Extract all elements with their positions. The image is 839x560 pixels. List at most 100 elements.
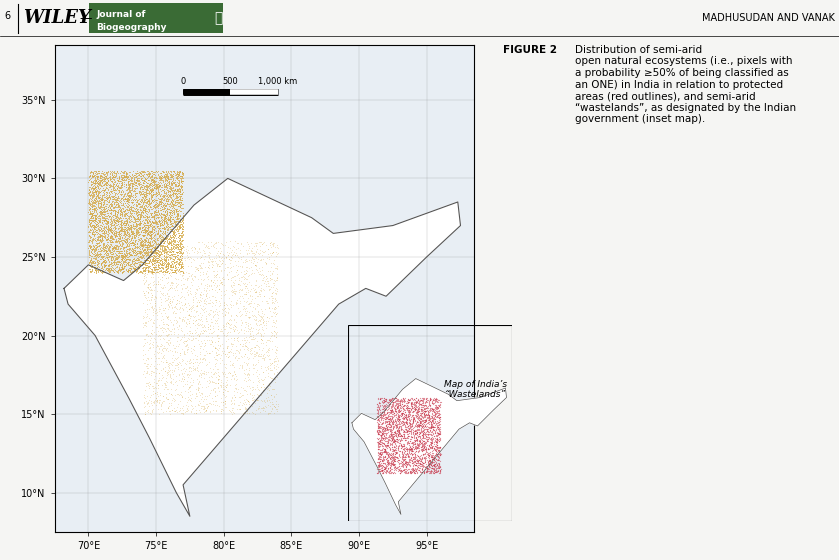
Point [257, 339, 270, 348]
Point [409, 421, 422, 430]
Point [93, 251, 107, 260]
Point [408, 428, 421, 437]
Point [166, 232, 180, 241]
Point [373, 437, 386, 446]
Point [95, 195, 108, 204]
Point [146, 198, 159, 207]
Point [241, 396, 254, 405]
Point [189, 405, 202, 414]
Point [416, 459, 430, 468]
Point [102, 228, 115, 237]
Point [159, 265, 172, 274]
Point [84, 184, 97, 193]
Point [91, 235, 105, 244]
Point [91, 209, 104, 218]
Point [142, 172, 155, 181]
Point [156, 217, 169, 226]
Point [170, 186, 184, 195]
Point [169, 230, 182, 239]
Point [404, 445, 417, 454]
Point [169, 181, 183, 190]
Point [138, 245, 151, 254]
Point [409, 459, 423, 468]
Point [169, 258, 183, 267]
Point [238, 340, 252, 349]
Point [119, 220, 133, 228]
Point [87, 205, 101, 214]
Point [145, 225, 159, 234]
Point [388, 438, 401, 447]
Point [174, 214, 187, 223]
Point [146, 223, 159, 232]
Point [398, 427, 411, 436]
Point [111, 167, 124, 176]
Point [128, 192, 142, 201]
Point [121, 257, 134, 266]
Point [182, 272, 195, 281]
Point [235, 319, 248, 328]
Point [406, 415, 420, 424]
Point [216, 368, 229, 377]
Point [118, 251, 132, 260]
Point [159, 212, 172, 221]
Point [142, 193, 155, 202]
Point [147, 190, 160, 199]
Point [110, 175, 123, 184]
Point [165, 232, 179, 241]
Point [388, 436, 401, 445]
Point [160, 259, 174, 268]
Point [262, 346, 275, 355]
Point [157, 258, 170, 267]
Point [239, 404, 253, 413]
Point [165, 196, 179, 205]
Point [245, 324, 258, 333]
Point [138, 192, 152, 200]
Point [412, 447, 425, 456]
Point [160, 237, 174, 246]
Point [122, 241, 136, 250]
Point [136, 251, 149, 260]
Point [160, 385, 174, 394]
Point [398, 455, 411, 464]
Point [163, 281, 176, 290]
Point [107, 206, 120, 214]
Point [84, 212, 97, 221]
Point [123, 207, 137, 216]
Point [180, 339, 194, 348]
Point [385, 394, 399, 403]
Point [373, 428, 386, 437]
Point [400, 405, 414, 414]
Point [154, 237, 167, 246]
Point [107, 254, 120, 263]
Point [145, 220, 159, 229]
Point [211, 400, 224, 409]
Point [191, 265, 205, 274]
Point [133, 207, 146, 216]
Point [86, 192, 100, 200]
Point [265, 289, 279, 298]
Point [241, 245, 254, 254]
Point [129, 230, 143, 239]
Point [254, 352, 268, 361]
Point [166, 188, 180, 197]
Point [239, 365, 253, 374]
Point [227, 315, 241, 324]
Point [157, 220, 170, 228]
Point [151, 397, 164, 406]
Point [421, 467, 435, 476]
Point [133, 249, 146, 258]
Point [252, 254, 265, 263]
Point [97, 228, 111, 237]
Point [144, 242, 158, 251]
Point [142, 181, 155, 190]
Point [164, 170, 178, 179]
Point [229, 342, 242, 351]
Point [400, 404, 414, 413]
Point [190, 315, 203, 324]
Point [82, 197, 96, 206]
Point [149, 379, 163, 388]
Point [137, 320, 150, 329]
Point [400, 426, 414, 435]
Point [97, 222, 111, 231]
Point [241, 320, 254, 329]
